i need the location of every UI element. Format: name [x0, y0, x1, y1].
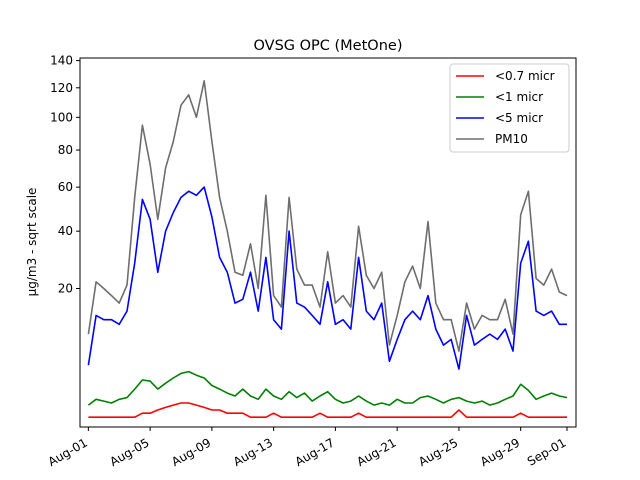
legend-label-0: <0.7 micr [495, 69, 555, 83]
series-line-1 [87, 370, 568, 406]
y-tick-label: 60 [58, 180, 73, 194]
series-line-0 [88, 402, 567, 419]
y-tick-label: 40 [58, 224, 73, 238]
plot-frame [79, 57, 577, 428]
y-tick-label: 140 [50, 54, 73, 68]
legend-box [449, 63, 570, 153]
y-axis: 20 40 60 80 100 120 140 [50, 54, 80, 296]
legend: <0.7 micr <1 micr <5 micr PM10 [449, 63, 570, 153]
y-tick-label: 20 [58, 282, 73, 296]
legend-label-1: <1 micr [495, 90, 543, 104]
legend-label-3: PM10 [495, 132, 528, 146]
chart-title: OVSG OPC (MetOne) [254, 38, 403, 54]
y-axis-label: µg/m3 - sqrt scale [25, 188, 39, 297]
y-tick-label: 80 [58, 143, 73, 157]
y-tick-label: 120 [50, 81, 73, 95]
series-layer [87, 80, 568, 419]
y-tick-label: 100 [50, 110, 73, 124]
legend-label-2: <5 micr [495, 111, 543, 125]
series-line-2 [87, 186, 567, 370]
series-line-3 [87, 80, 568, 352]
